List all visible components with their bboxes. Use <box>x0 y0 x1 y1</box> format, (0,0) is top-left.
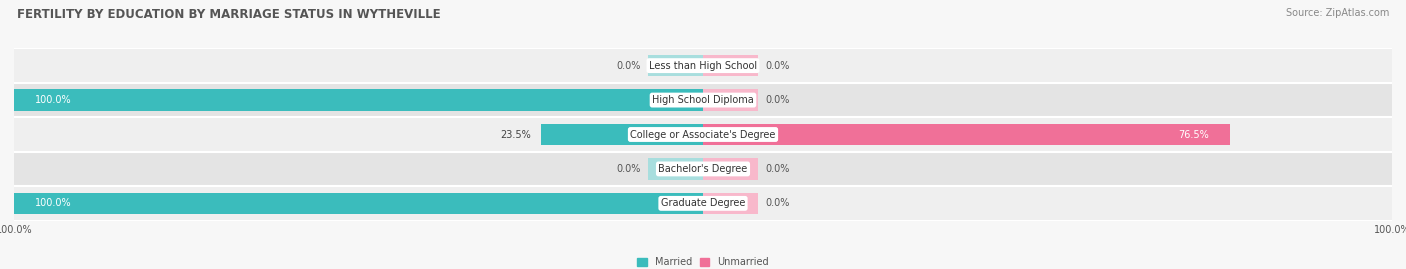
Text: Less than High School: Less than High School <box>650 61 756 71</box>
Bar <box>14 186 1392 221</box>
Bar <box>703 89 758 111</box>
Text: 0.0%: 0.0% <box>765 164 789 174</box>
Text: High School Diploma: High School Diploma <box>652 95 754 105</box>
Bar <box>14 89 703 111</box>
Text: 0.0%: 0.0% <box>617 61 641 71</box>
Text: Bachelor's Degree: Bachelor's Degree <box>658 164 748 174</box>
Text: 0.0%: 0.0% <box>617 164 641 174</box>
Bar <box>14 83 1392 117</box>
Text: 76.5%: 76.5% <box>1178 129 1209 140</box>
Bar <box>541 124 703 145</box>
Text: College or Associate's Degree: College or Associate's Degree <box>630 129 776 140</box>
Bar <box>648 158 703 180</box>
Text: Graduate Degree: Graduate Degree <box>661 198 745 208</box>
Text: 100.0%: 100.0% <box>35 198 72 208</box>
Bar <box>14 152 1392 186</box>
Text: 0.0%: 0.0% <box>765 95 789 105</box>
Legend: Married, Unmarried: Married, Unmarried <box>633 253 773 269</box>
Bar <box>14 193 703 214</box>
Bar <box>703 124 1230 145</box>
Bar <box>703 158 758 180</box>
Text: 23.5%: 23.5% <box>501 129 531 140</box>
Bar <box>14 117 1392 152</box>
Bar <box>648 55 703 76</box>
Bar <box>14 48 1392 83</box>
Text: FERTILITY BY EDUCATION BY MARRIAGE STATUS IN WYTHEVILLE: FERTILITY BY EDUCATION BY MARRIAGE STATU… <box>17 8 440 21</box>
Text: 100.0%: 100.0% <box>35 95 72 105</box>
Bar <box>703 193 758 214</box>
Bar <box>703 55 758 76</box>
Text: 0.0%: 0.0% <box>765 198 789 208</box>
Text: 0.0%: 0.0% <box>765 61 789 71</box>
Text: Source: ZipAtlas.com: Source: ZipAtlas.com <box>1285 8 1389 18</box>
